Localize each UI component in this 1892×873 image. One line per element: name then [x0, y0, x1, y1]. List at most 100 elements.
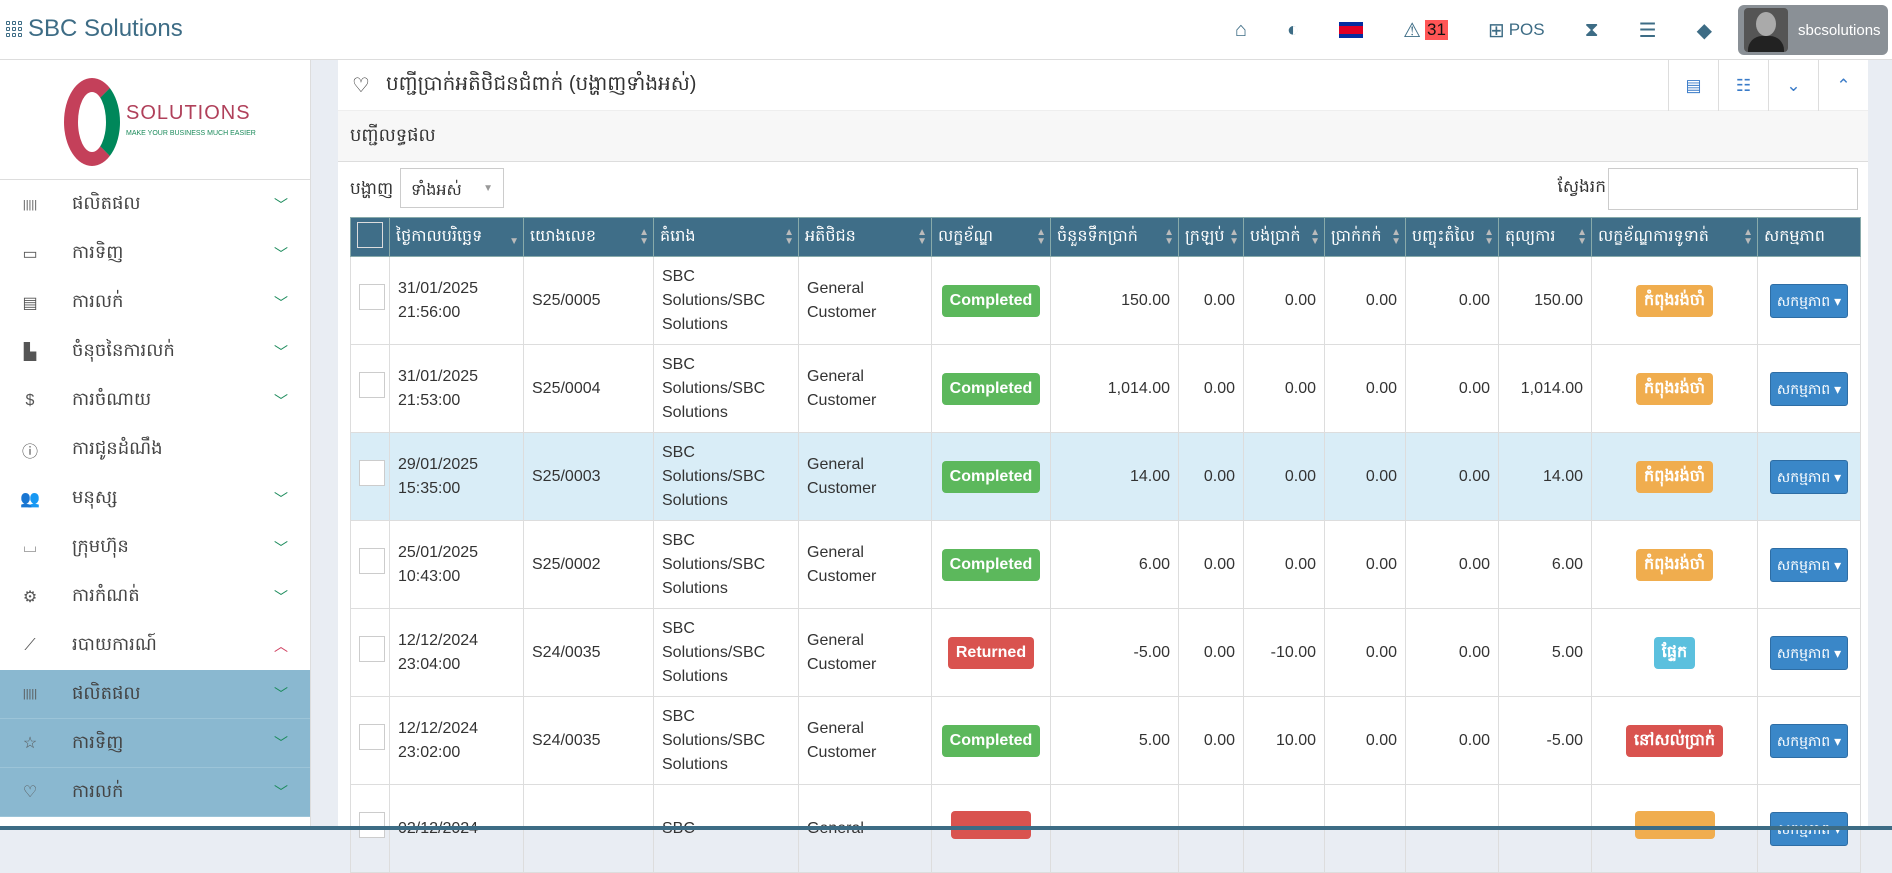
grand-total: 5.00 — [1051, 697, 1179, 785]
collapse-down-icon[interactable]: ⌄ — [1768, 60, 1818, 111]
collapse-up-icon[interactable]: ⌃ — [1818, 60, 1868, 111]
hourglass-icon[interactable]: ⧗ — [1585, 19, 1599, 42]
column-header-label: លក្ខខ័ណ្ឌការទូទាត់ — [1598, 228, 1709, 245]
logo-tagline: MAKE YOUR BUSINESS MUCH EASIER — [126, 130, 256, 137]
actions-dropdown-button[interactable]: សកម្មភាព ▾ — [1770, 372, 1848, 406]
sidebar-item[interactable]: ⓘការជូនដំណឹង — [0, 425, 310, 474]
top-bar: SBC Solutions ⌂ ◐ ⚠31 ⊞POS ⧗ ☰ ◆ sbcsolu… — [0, 0, 1892, 60]
sidebar-item[interactable]: ▙ចំនុចនៃការលក់﹀ — [0, 327, 310, 376]
sort-icon: ▲▼ — [1164, 228, 1174, 246]
chevron-down-icon: ﹀ — [274, 538, 288, 558]
pos-button[interactable]: ⊞POS — [1488, 18, 1545, 43]
actions-dropdown-button[interactable]: សកម្មភាព ▾ — [1770, 460, 1848, 494]
customer: General Customer — [799, 609, 932, 697]
horizontal-scrollbar[interactable] — [0, 826, 1892, 830]
company-logo: SOLUTIONS MAKE YOUR BUSINESS MUCH EASIER — [0, 60, 310, 180]
status-badge: Returned — [948, 637, 1034, 669]
row-checkbox[interactable] — [359, 724, 385, 750]
caret-down-icon: ▾ — [1834, 293, 1841, 309]
brand[interactable]: SBC Solutions — [6, 15, 183, 43]
receipt-icon: ▤ — [18, 293, 42, 313]
contrast-icon[interactable]: ◐ — [1287, 19, 1299, 42]
table-row[interactable]: 31/01/202521:56:00 S25/0005 SBC Solution… — [351, 257, 1861, 345]
actions-dropdown-button[interactable]: សកម្មភាព ▾ — [1770, 724, 1848, 758]
eraser-icon[interactable]: ◆ — [1697, 18, 1712, 43]
column-header-label: ក្រឡប់ — [1185, 228, 1225, 245]
sidebar-item[interactable]: $ការចំណាយ﹀ — [0, 376, 310, 425]
sidebar-item[interactable]: ⚙ការកំណត់﹀ — [0, 572, 310, 621]
sidebar-item-label: ការចំណាយ — [72, 387, 151, 414]
column-header[interactable]: បញ្ចុះតំលៃ▲▼ — [1406, 218, 1499, 257]
date: 31/01/2025 — [398, 365, 515, 389]
row-checkbox[interactable] — [359, 372, 385, 398]
alert-count: 31 — [1425, 20, 1448, 40]
table-row[interactable]: 12/12/202423:02:00 S24/0035 SBC Solution… — [351, 697, 1861, 785]
alerts-button[interactable]: ⚠31 — [1403, 18, 1448, 43]
column-header-label: សកម្មភាព — [1764, 228, 1825, 245]
home-icon[interactable]: ⌂ — [1235, 19, 1247, 42]
reference: S24/0035 — [524, 609, 654, 697]
actions-dropdown-button[interactable]: សកម្មភាព ▾ — [1770, 284, 1848, 318]
balance: 5.00 — [1499, 609, 1592, 697]
sidebar-item[interactable]: ⟋របាយការណ៍︿ — [0, 621, 310, 670]
sidebar-item-label: របាយការណ៍ — [72, 632, 157, 659]
discount: 0.00 — [1406, 697, 1499, 785]
table-row[interactable]: 29/01/202515:35:00 S25/0003 SBC Solution… — [351, 433, 1861, 521]
sidebar-item-label: ផលិតផល — [72, 681, 141, 708]
column-header[interactable]: ថ្ងៃកាលបរិច្ឆេទ▼ — [390, 218, 524, 257]
sidebar-item[interactable]: |||||ផលិតផល﹀ — [0, 670, 310, 719]
row-checkbox[interactable] — [359, 636, 385, 662]
show-select[interactable]: ទាំងអស់▼ — [400, 168, 504, 208]
discount: 0.00 — [1406, 345, 1499, 433]
table-row[interactable]: 12/12/202423:04:00 S24/0035 SBC Solution… — [351, 609, 1861, 697]
checklist-icon[interactable]: ☷ — [1718, 60, 1768, 111]
show-label: បង្ហាញ — [350, 178, 393, 203]
column-header[interactable]: យោងលេខ▲▼ — [524, 218, 654, 257]
sidebar-item[interactable]: ⌴ក្រុមហ៊ុន﹀ — [0, 523, 310, 572]
table-row[interactable]: 25/01/202510:43:00 S25/0002 SBC Solution… — [351, 521, 1861, 609]
biller: SBC Solutions/SBC Solutions — [654, 609, 799, 697]
sidebar-item[interactable]: |||||ផលិតផល﹀ — [0, 180, 310, 229]
user-menu[interactable]: sbcsolutions — [1738, 5, 1888, 55]
list-subtitle: បញ្ជីលទ្ធផល — [338, 111, 1868, 162]
payment-status-badge: កំពុងរង់ចាំ — [1636, 373, 1713, 405]
caret-down-icon: ▾ — [1834, 469, 1841, 485]
column-header[interactable]: តុល្យការ▲▼ — [1499, 218, 1592, 257]
actions-label: សកម្មភាព — [1777, 645, 1830, 661]
sidebar-item[interactable]: ♡ការលក់﹀ — [0, 768, 310, 817]
search-input[interactable] — [1608, 168, 1858, 210]
sidebar-item[interactable]: ☆ការទិញ﹀ — [0, 719, 310, 768]
column-header[interactable]: គំរោង▲▼ — [654, 218, 799, 257]
cash-register-icon: ▙ — [18, 342, 42, 362]
sort-icon: ▼ — [509, 228, 519, 246]
actions-dropdown-button[interactable]: សកម្មភាព ▾ — [1770, 636, 1848, 670]
row-checkbox[interactable] — [359, 812, 385, 838]
sidebar-item[interactable]: ▤ការលក់﹀ — [0, 278, 310, 327]
column-header[interactable]: បង់ប្រាក់▲▼ — [1244, 218, 1325, 257]
sidebar-item-label: ការជូនដំណឹង — [72, 436, 163, 463]
column-header[interactable]: លក្ខខ័ណ្ឌការទូទាត់▲▼ — [1592, 218, 1758, 257]
sidebar-item[interactable]: ▭ការទិញ﹀ — [0, 229, 310, 278]
actions-label: សកម្មភាព — [1777, 293, 1830, 309]
column-header[interactable]: ក្រឡប់▲▼ — [1179, 218, 1244, 257]
apps-grid-icon[interactable] — [6, 21, 22, 37]
column-header[interactable]: អតិថិជន▲▼ — [799, 218, 932, 257]
column-header[interactable]: លក្ខខ័ណ្ឌ▲▼ — [932, 218, 1051, 257]
returned: 0.00 — [1179, 697, 1244, 785]
row-checkbox[interactable] — [359, 284, 385, 310]
payment-status-badge: នៅសល់ប្រាក់ — [1626, 725, 1723, 757]
export-icon[interactable]: ▤ — [1668, 60, 1718, 111]
row-checkbox[interactable] — [359, 548, 385, 574]
select-all-checkbox[interactable] — [351, 218, 390, 257]
grand-total: 1,014.00 — [1051, 345, 1179, 433]
column-header[interactable]: ចំនួនទឹកប្រាក់▲▼ — [1051, 218, 1179, 257]
table-row[interactable]: 31/01/202521:53:00 S25/0004 SBC Solution… — [351, 345, 1861, 433]
actions-label: សកម្មភាព — [1777, 557, 1830, 573]
grand-total: 14.00 — [1051, 433, 1179, 521]
actions-dropdown-button[interactable]: សកម្មភាព ▾ — [1770, 548, 1848, 582]
sidebar-item[interactable]: 👥មនុស្ស﹀ — [0, 474, 310, 523]
column-header[interactable]: ប្រាក់កក់▲▼ — [1325, 218, 1406, 257]
row-checkbox[interactable] — [359, 460, 385, 486]
language-flag-icon[interactable] — [1339, 22, 1363, 38]
list-icon[interactable]: ☰ — [1639, 18, 1657, 43]
